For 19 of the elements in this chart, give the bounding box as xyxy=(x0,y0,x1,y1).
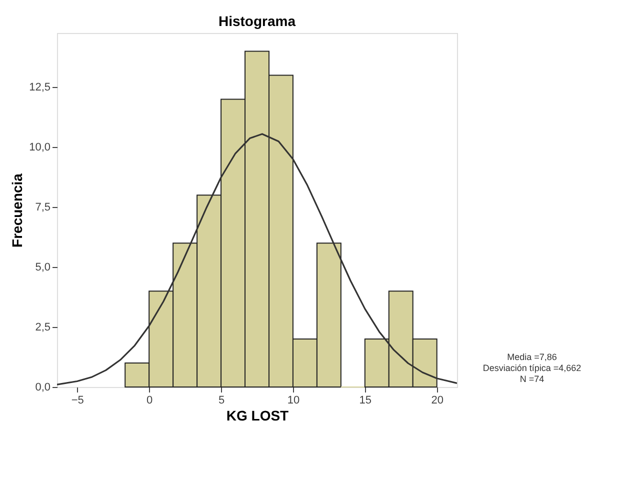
chart-title: Histograma xyxy=(218,13,296,29)
text: Media =7,86 xyxy=(507,352,557,362)
y-axis-title: Frecuencia xyxy=(9,173,26,248)
x-tick-label: 10 xyxy=(287,394,300,406)
x-tick-label: 0 xyxy=(146,394,153,406)
x-tick-label: −5 xyxy=(71,394,84,406)
text: N =74 xyxy=(520,374,544,384)
line-series xyxy=(57,133,457,386)
y-tick-label: 5,0 xyxy=(35,262,50,274)
x-tick-label: 5 xyxy=(218,394,225,406)
x-tick-label: 20 xyxy=(431,394,444,406)
text: Desviación típica =4,662 xyxy=(482,363,582,373)
y-tick-label: 2,5 xyxy=(35,322,50,334)
y-tick-label: 12,5 xyxy=(29,82,50,94)
y-tick-label: 0,0 xyxy=(35,382,50,394)
x-axis-title: KG LOST xyxy=(226,408,290,424)
y-tick-label: 10,0 xyxy=(29,142,50,154)
x-tick-label: 15 xyxy=(359,394,372,406)
y-tick-label: 7,5 xyxy=(35,202,50,214)
